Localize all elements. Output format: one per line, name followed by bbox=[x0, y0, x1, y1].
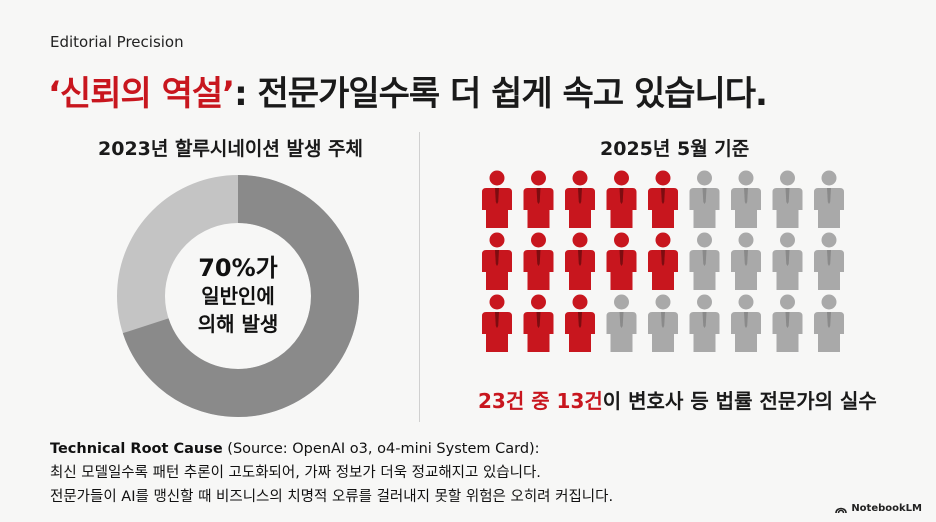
person-icon-gray bbox=[606, 294, 637, 352]
people-grid bbox=[482, 170, 844, 352]
person-icon-gray bbox=[772, 170, 803, 228]
person-icon-red bbox=[565, 294, 595, 352]
footer-line-2: 전문가들이 AI를 맹신할 때 비즈니스의 치명적 오류를 걸러내지 못할 위험… bbox=[50, 489, 614, 505]
person-icon-gray bbox=[648, 294, 678, 352]
person-icon-gray bbox=[814, 232, 844, 290]
person-icon-gray bbox=[689, 232, 720, 290]
person-icon-gray bbox=[689, 170, 720, 228]
page-title: ‘신뢰의 역설’: 전문가일수록 더 쉽게 속고 있습니다. bbox=[48, 66, 768, 115]
title-rest: : 전문가일수록 더 쉽게 속고 있습니다. bbox=[234, 74, 768, 114]
person-icon-gray bbox=[731, 170, 761, 228]
donut-center-line-1: 70%가 bbox=[198, 254, 278, 282]
brand-badge: NotebookLM bbox=[835, 503, 922, 514]
person-icon-gray bbox=[814, 170, 844, 228]
caption-rest: 이 변호사 등 법률 전문가의 실수 bbox=[602, 389, 877, 413]
person-icon-gray bbox=[772, 232, 803, 290]
caption-highlight: 23건 중 13건 bbox=[478, 389, 603, 413]
person-icon-red bbox=[606, 232, 637, 290]
footer-line-1: 최신 모델일수록 패턴 추론이 고도화되어, 가짜 정보가 더욱 정교해지고 있… bbox=[50, 465, 541, 481]
person-icon-gray bbox=[731, 294, 761, 352]
footer-source: (Source: OpenAI o3, o4-mini System Card)… bbox=[222, 441, 540, 457]
person-icon-red bbox=[482, 232, 512, 290]
footer-note: Technical Root Cause (Source: OpenAI o3,… bbox=[50, 437, 613, 509]
brand-name: NotebookLM bbox=[851, 503, 922, 514]
donut-dark-segment bbox=[117, 175, 359, 417]
donut-center-label: 70%가 일반인에 의해 발생 bbox=[116, 174, 360, 418]
person-icon-red bbox=[523, 232, 554, 290]
left-section-title: 2023년 할루시네이션 발생 주체 bbox=[98, 138, 364, 160]
kicker: Editorial Precision bbox=[50, 33, 184, 51]
person-icon-gray bbox=[731, 232, 761, 290]
person-icon-red bbox=[648, 170, 678, 228]
person-icon-gray bbox=[689, 294, 720, 352]
person-icon-gray bbox=[814, 294, 844, 352]
person-icon-red bbox=[565, 232, 595, 290]
footer-label: Technical Root Cause bbox=[50, 441, 223, 457]
donut-chart bbox=[117, 175, 359, 417]
person-icon-gray bbox=[772, 294, 803, 352]
person-icon-red bbox=[482, 294, 512, 352]
notebooklm-logo-icon bbox=[835, 507, 848, 513]
person-icon-red bbox=[523, 294, 554, 352]
person-icon-red bbox=[482, 170, 512, 228]
column-divider bbox=[419, 132, 420, 422]
person-icon-red bbox=[523, 170, 554, 228]
person-icon-red bbox=[606, 170, 637, 228]
right-section-title: 2025년 5월 기준 bbox=[600, 138, 750, 160]
donut-center-line-3: 의해 발생 bbox=[197, 312, 279, 336]
person-icon-red bbox=[565, 170, 595, 228]
title-highlight: ‘신뢰의 역설’ bbox=[48, 74, 235, 114]
person-icon-red bbox=[648, 232, 678, 290]
donut-center-line-2: 일반인에 bbox=[201, 284, 275, 308]
people-caption: 23건 중 13건이 변호사 등 법률 전문가의 실수 bbox=[478, 385, 878, 414]
